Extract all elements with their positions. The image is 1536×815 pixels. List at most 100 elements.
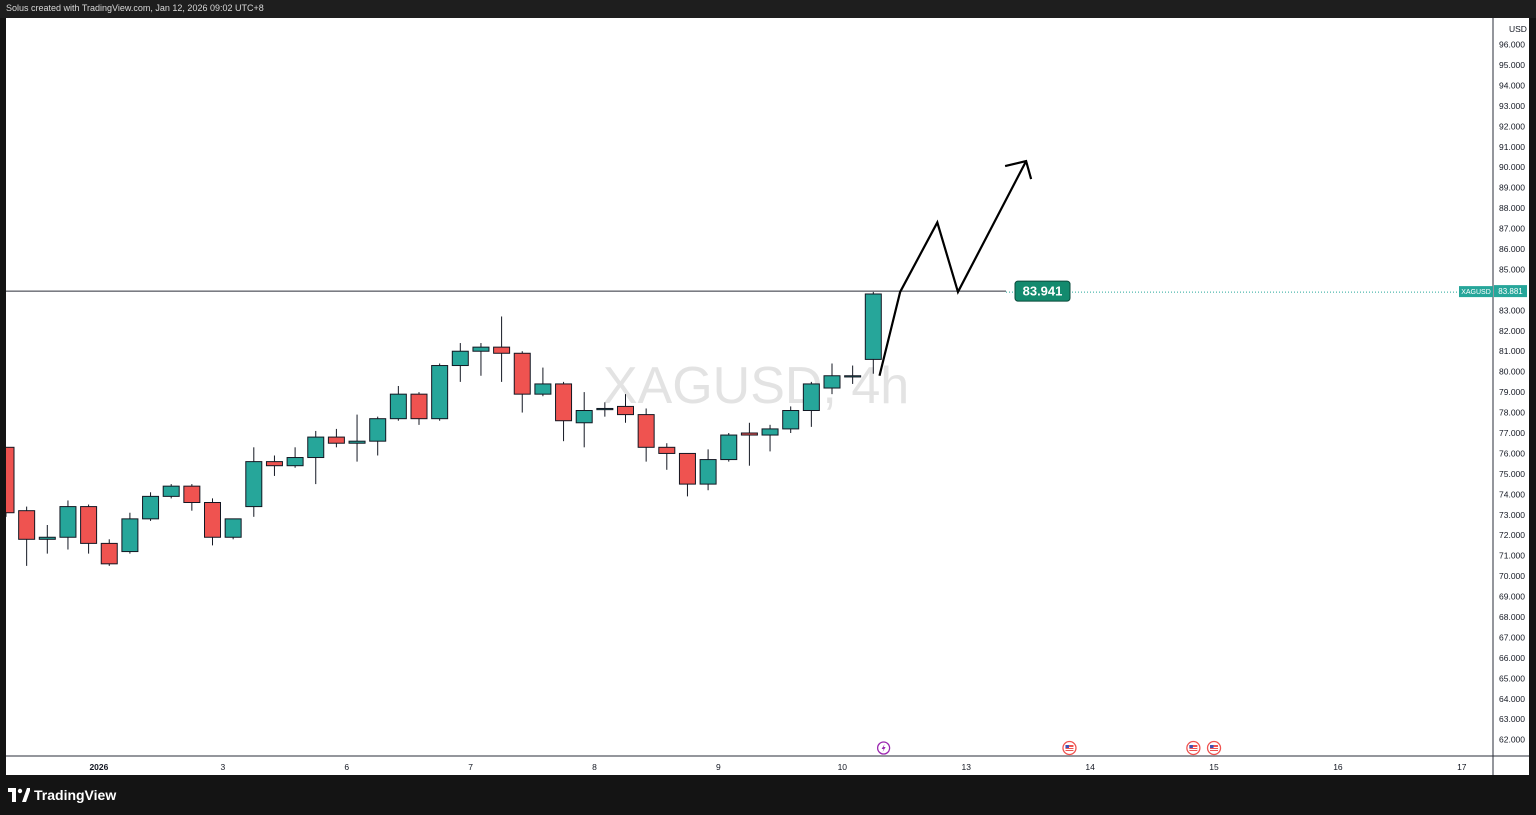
candle [431,363,449,421]
candle-body [224,518,242,538]
candle [286,447,304,468]
us-flag-canton [1189,745,1193,748]
y-tick-label: 90.000 [1499,162,1525,172]
y-tick-label: 86.000 [1499,244,1525,254]
y-tick-label: 83.000 [1499,305,1525,315]
candle-body [534,383,552,395]
candle [761,424,779,452]
x-tick-label: 8 [592,762,597,772]
candle-body [286,457,304,467]
y-tick-label: 85.000 [1499,264,1525,274]
candle-body [162,485,180,497]
y-tick-label: 95.000 [1499,60,1525,70]
y-tick-label: 66.000 [1499,653,1525,663]
us-flag-event-icon [1186,740,1201,756]
y-tick-label: 81.000 [1499,346,1525,356]
candle-body [761,428,779,436]
y-tick-label: 77.000 [1499,428,1525,438]
candle-body [389,393,407,420]
attribution-text: Solus created with TradingView.com, Jan … [6,3,264,13]
candle [575,392,593,448]
candle-body [699,459,717,485]
candle [451,343,469,382]
x-tick-label: 7 [468,762,473,772]
candle [245,447,263,517]
y-tick-label: 62.000 [1499,735,1525,745]
candle [410,392,428,425]
candle [493,316,511,382]
candle [162,484,180,499]
y-tick-label: 80.000 [1499,367,1525,377]
candle-body [59,506,77,538]
y-tick-label: 69.000 [1499,592,1525,602]
candle-body [18,510,36,540]
candle [18,506,36,566]
candle-body [6,446,15,514]
candle [142,492,160,521]
y-tick-label: 91.000 [1499,142,1525,152]
x-tick-label: 16 [1333,762,1343,772]
us-flag-stripe [1210,749,1219,750]
candle [720,432,738,462]
candle [823,363,841,395]
candle-body [100,542,118,565]
chart-area[interactable]: XAGUSD, 4h USD 62.000 63.000 64.000 65.000 66… [6,18,1529,775]
lightning-bolt [881,744,886,752]
y-tick-label: 71.000 [1499,551,1525,561]
x-tick-label: 14 [1085,762,1095,772]
candle [844,365,862,384]
projection-path [878,160,1028,377]
y-tick-label: 87.000 [1499,224,1525,234]
candle-body [265,461,283,467]
candle-body [493,346,511,354]
y-tick-label: 92.000 [1499,121,1525,131]
candle-body [38,536,56,540]
candle-body [472,346,490,352]
candle [472,343,490,376]
x-tick-label: 17 [1457,762,1467,772]
candle-body [802,383,820,412]
candle [38,524,56,554]
y-tick-label: 94.000 [1499,80,1525,90]
candle [678,452,696,497]
projection-arrow-head [1004,159,1033,180]
x-tick-label: 9 [716,762,721,772]
x-tick-label: 3 [220,762,225,772]
y-tick-label: 74.000 [1499,489,1525,499]
candle [637,408,655,462]
x-tick-label: 10 [838,762,848,772]
brand-name: TradingView [34,787,117,803]
candle-body [637,414,655,448]
us-flag-stripe [1189,747,1198,748]
last-price-tag [1494,285,1527,298]
candle-body [823,375,841,389]
candle-body [596,407,614,411]
y-tick-label: 68.000 [1499,612,1525,622]
candle [740,422,758,466]
candle-body [451,350,469,367]
candle [204,498,221,546]
price-badge [1014,280,1071,302]
candle-body [782,410,800,430]
candle-body [121,518,139,553]
y-tick-label: 89.000 [1499,183,1525,193]
candle [658,443,676,470]
candle [864,291,882,374]
candle [307,430,325,485]
y-tick-label: 70.000 [1499,571,1525,581]
tradingview-brand[interactable]: TradingView [8,787,116,803]
candlestick-chart[interactable]: XAGUSD, 4h USD62.00063.00064.00065.00066… [6,18,1529,775]
candle [327,428,345,448]
us-flag-stripe [1065,749,1074,750]
y-tick-label: 96.000 [1499,40,1525,50]
y-tick-label: 72.000 [1499,530,1525,540]
top-attribution-bar: Solus created with TradingView.com, Jan … [0,0,1536,18]
y-tick-label: 65.000 [1499,673,1525,683]
candle-body [348,440,366,444]
candle-body [142,495,160,520]
y-tick-label: 78.000 [1499,408,1525,418]
chart-watermark: XAGUSD, 4h [603,357,909,415]
x-tick-label: 13 [961,762,971,772]
candle-body [864,293,882,360]
candle-body [678,452,696,485]
